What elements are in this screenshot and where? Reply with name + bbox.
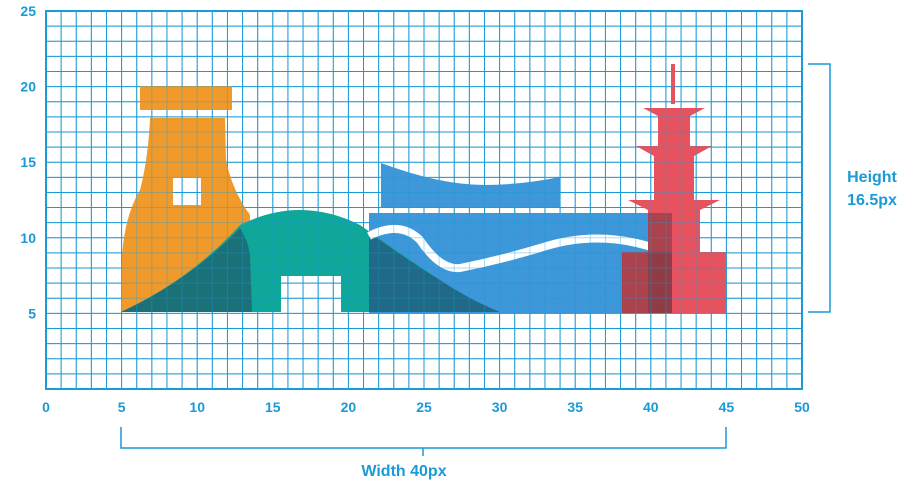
orange-tower-cap	[140, 86, 232, 110]
grid-overlay	[45, 10, 803, 390]
x-tick-label: 10	[189, 399, 205, 415]
height-label-line2: 16.5px	[847, 192, 897, 209]
grid-frame	[45, 10, 803, 390]
y-tick-labels: 5 10 15 20 25	[20, 3, 36, 321]
y-tick-label: 10	[20, 230, 36, 246]
overlap-orange-teal	[121, 228, 252, 312]
overlap-pagoda-base	[622, 252, 672, 313]
y-tick-label: 25	[20, 3, 36, 19]
width-bracket	[120, 427, 727, 456]
height-label-line1: Height	[847, 169, 897, 186]
x-tick-label: 0	[42, 399, 50, 415]
x-tick-label: 30	[492, 399, 508, 415]
x-tick-labels: 0 5 10 15 20 25 30 35 40 45 50	[42, 399, 810, 415]
x-tick-label: 5	[118, 399, 126, 415]
width-label: Width 40px	[361, 463, 446, 480]
y-tick-label: 20	[20, 79, 36, 95]
overlap-teal-blue	[369, 232, 500, 312]
height-bracket	[808, 63, 831, 313]
x-tick-label: 25	[416, 399, 432, 415]
x-tick-label: 15	[265, 399, 281, 415]
skyline-shapes	[121, 64, 726, 313]
x-tick-label: 50	[794, 399, 810, 415]
x-tick-label: 35	[567, 399, 583, 415]
y-tick-label: 5	[28, 305, 36, 321]
blue-roof-band	[381, 163, 560, 207]
x-tick-label: 20	[341, 399, 357, 415]
y-tick-label: 15	[20, 154, 36, 170]
x-tick-label: 40	[643, 399, 659, 415]
white-wave	[367, 225, 662, 273]
x-tick-label: 45	[719, 399, 735, 415]
